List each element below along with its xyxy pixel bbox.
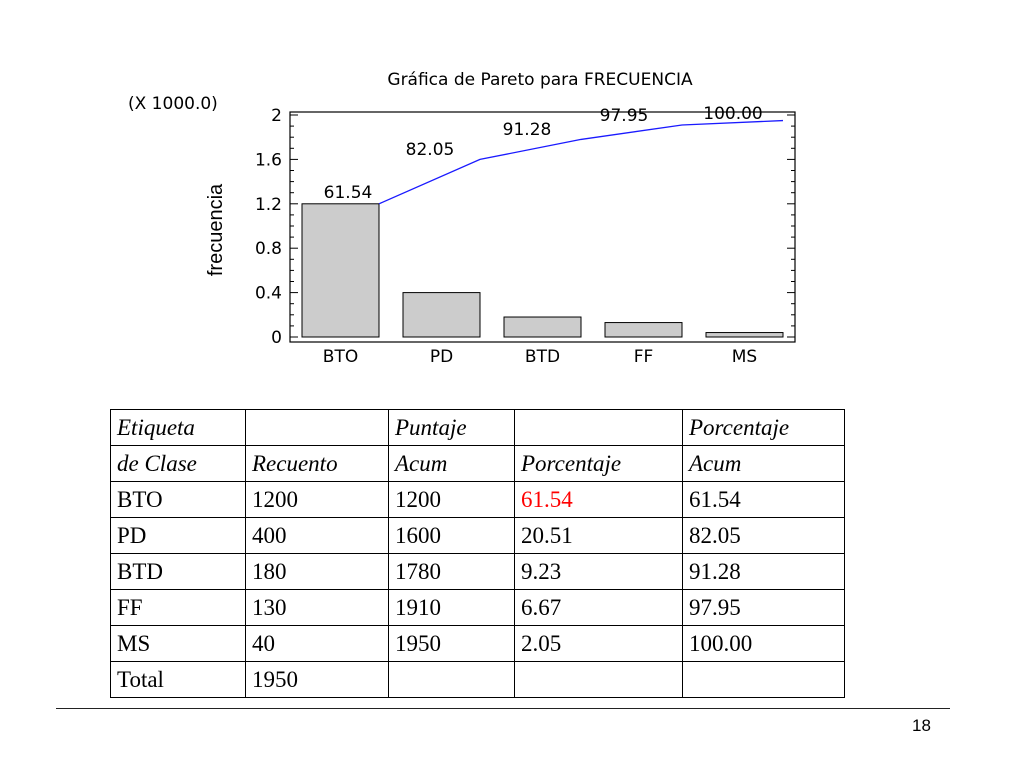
pareto-chart: Gráfica de Pareto para FRECUENCIA (X 100… xyxy=(128,70,796,367)
table-row: BTD 180 1780 9.23 91.28 xyxy=(110,553,845,590)
table-cell: 40 xyxy=(245,625,389,662)
table-cell: 97.95 xyxy=(682,589,845,626)
plot-frame xyxy=(289,111,796,343)
page-number: 18 xyxy=(912,716,931,735)
y-tick-label: 1.2 xyxy=(255,195,282,215)
bar xyxy=(705,332,784,338)
table-cell: 180 xyxy=(245,553,389,590)
bar xyxy=(402,292,481,338)
table-total-row: Total 1950 xyxy=(110,661,845,698)
table-header-row: Etiqueta Puntaje Porcentaje xyxy=(110,409,845,446)
table-cell: PD xyxy=(110,517,246,554)
table-cell: 82.05 xyxy=(682,517,845,554)
table-cell: 2.05 xyxy=(514,625,683,662)
x-tick-label: FF xyxy=(634,347,654,367)
header-cell: de Clase xyxy=(110,445,246,482)
header-cell: Porcentaje xyxy=(514,445,683,482)
table-cell: 6.67 xyxy=(514,589,683,626)
table-cell: 1200 xyxy=(245,481,389,518)
header-cell: Porcentaje xyxy=(682,409,845,446)
header-cell xyxy=(245,409,389,446)
chart-title: Gráfica de Pareto para FRECUENCIA xyxy=(387,70,693,90)
cumulative-line xyxy=(378,119,784,205)
table-cell xyxy=(514,661,683,698)
table-cell: 61.54 xyxy=(682,481,845,518)
header-cell xyxy=(514,409,683,446)
table-cell xyxy=(682,661,845,698)
cumulative-label: 97.95 xyxy=(600,106,649,126)
table-cell: 1600 xyxy=(388,517,515,554)
table-cell: 400 xyxy=(245,517,389,554)
table-cell: 9.23 xyxy=(514,553,683,590)
table-cell: FF xyxy=(110,589,246,626)
y-tick-label: 0.4 xyxy=(255,284,282,304)
table-row: BTO 1200 1200 61.54 61.54 xyxy=(110,481,845,518)
cumulative-label: 61.54 xyxy=(324,183,373,203)
bar xyxy=(301,203,380,338)
y-tick-label: 0 xyxy=(271,328,282,348)
cumulative-label: 91.28 xyxy=(503,120,552,140)
y-tick-label: 2 xyxy=(271,106,282,126)
table-cell: BTO xyxy=(110,481,246,518)
table-cell: 1200 xyxy=(388,481,515,518)
table-cell: 1950 xyxy=(245,661,389,698)
table-cell: 1950 xyxy=(388,625,515,662)
header-cell: Acum xyxy=(682,445,845,482)
x-tick-label: BTD xyxy=(525,347,560,367)
table-cell: 91.28 xyxy=(682,553,845,590)
x-tick-label: BTO xyxy=(323,347,358,367)
y-axis-label: frecuencia xyxy=(205,183,227,276)
table-cell: 1780 xyxy=(388,553,515,590)
x-tick-label: PD xyxy=(430,347,453,367)
bar xyxy=(503,316,582,338)
y-tick-label: 0.8 xyxy=(255,239,282,259)
x-tick-label: MS xyxy=(732,347,757,367)
table-cell: 20.51 xyxy=(514,517,683,554)
footer-divider xyxy=(56,708,950,709)
table-row: FF 130 1910 6.67 97.95 xyxy=(110,589,845,626)
table-header-row: de Clase Recuento Acum Porcentaje Acum xyxy=(110,445,845,482)
table-cell xyxy=(388,661,515,698)
table-row: MS 40 1950 2.05 100.00 xyxy=(110,625,845,662)
cumulative-label: 82.05 xyxy=(406,140,455,160)
header-cell: Acum xyxy=(388,445,515,482)
scale-note: (X 1000.0) xyxy=(128,94,218,114)
table-cell: 130 xyxy=(245,589,389,626)
table-cell-highlighted: 61.54 xyxy=(514,481,683,518)
table-cell: 1910 xyxy=(388,589,515,626)
table-row: PD 400 1600 20.51 82.05 xyxy=(110,517,845,554)
table-cell: MS xyxy=(110,625,246,662)
frequency-table: Etiqueta Puntaje Porcentaje de Clase Rec… xyxy=(110,409,845,698)
cumulative-label: 100.00 xyxy=(703,104,762,124)
y-tick-label: 1.6 xyxy=(255,150,282,170)
header-cell: Etiqueta xyxy=(110,409,246,446)
table-cell: Total xyxy=(110,661,246,698)
header-cell: Puntaje xyxy=(388,409,515,446)
table-cell: BTD xyxy=(110,553,246,590)
table-cell: 100.00 xyxy=(682,625,845,662)
bar xyxy=(604,322,683,338)
header-cell: Recuento xyxy=(245,445,389,482)
